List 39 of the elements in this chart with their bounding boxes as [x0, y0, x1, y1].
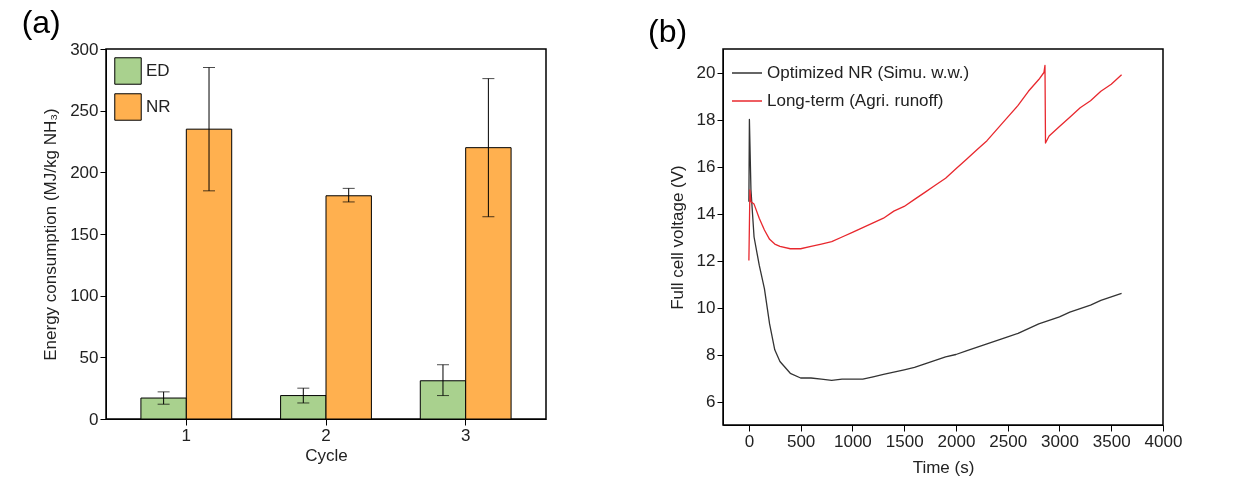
- legend-label: Long-term (Agri. runoff): [767, 91, 944, 110]
- x-axis-title: Cycle: [305, 445, 348, 465]
- y-tick-label: 10: [696, 298, 716, 317]
- y-tick-label: 16: [696, 157, 716, 176]
- x-tick-label: 3500: [1092, 431, 1131, 451]
- x-tick-label: 4000: [1144, 431, 1183, 451]
- x-tick-label: 3: [460, 425, 471, 445]
- legend-label: Optimized NR (Simu. w.w.): [767, 63, 970, 82]
- y-tick-label: 150: [70, 224, 99, 244]
- x-tick-label: 0: [744, 431, 755, 451]
- chart-title: (b): [648, 13, 688, 49]
- y-tick-label: 0: [89, 409, 99, 429]
- x-tick-label: 3000: [1041, 431, 1079, 451]
- y-tick-label: 20: [696, 63, 716, 82]
- y-tick-label: 250: [70, 101, 99, 121]
- legend-label: NR: [146, 97, 171, 116]
- y-tick-label: 14: [696, 204, 716, 223]
- x-tick-label: 500: [786, 431, 816, 451]
- line-series: [748, 118, 1123, 381]
- x-tick-label: 2000: [937, 431, 976, 451]
- x-tick-label: 1000: [834, 431, 872, 451]
- y-axis-title: Full cell voltage (V): [667, 165, 687, 310]
- y-tick-label: 50: [79, 347, 99, 367]
- y-tick-label: 18: [696, 110, 716, 129]
- y-tick-label: 100: [70, 286, 99, 306]
- chart-title: (a): [21, 4, 61, 40]
- x-tick-label: 1500: [885, 431, 924, 451]
- y-tick-label: 200: [70, 162, 99, 182]
- y-tick-label: 300: [70, 39, 99, 59]
- x-tick-label: 1: [181, 425, 192, 445]
- x-axis-title: Time (s): [912, 457, 975, 477]
- y-axis-title: Energy consumption (MJ/kg NH₃): [41, 108, 61, 361]
- y-tick-label: 6: [706, 392, 716, 411]
- y-tick-label: 8: [706, 345, 716, 364]
- x-tick-label: 2: [321, 425, 331, 445]
- line-series: [748, 64, 1123, 262]
- y-tick-label: 12: [696, 251, 716, 270]
- x-tick-label: 2500: [989, 431, 1028, 451]
- legend-label: ED: [146, 61, 170, 80]
